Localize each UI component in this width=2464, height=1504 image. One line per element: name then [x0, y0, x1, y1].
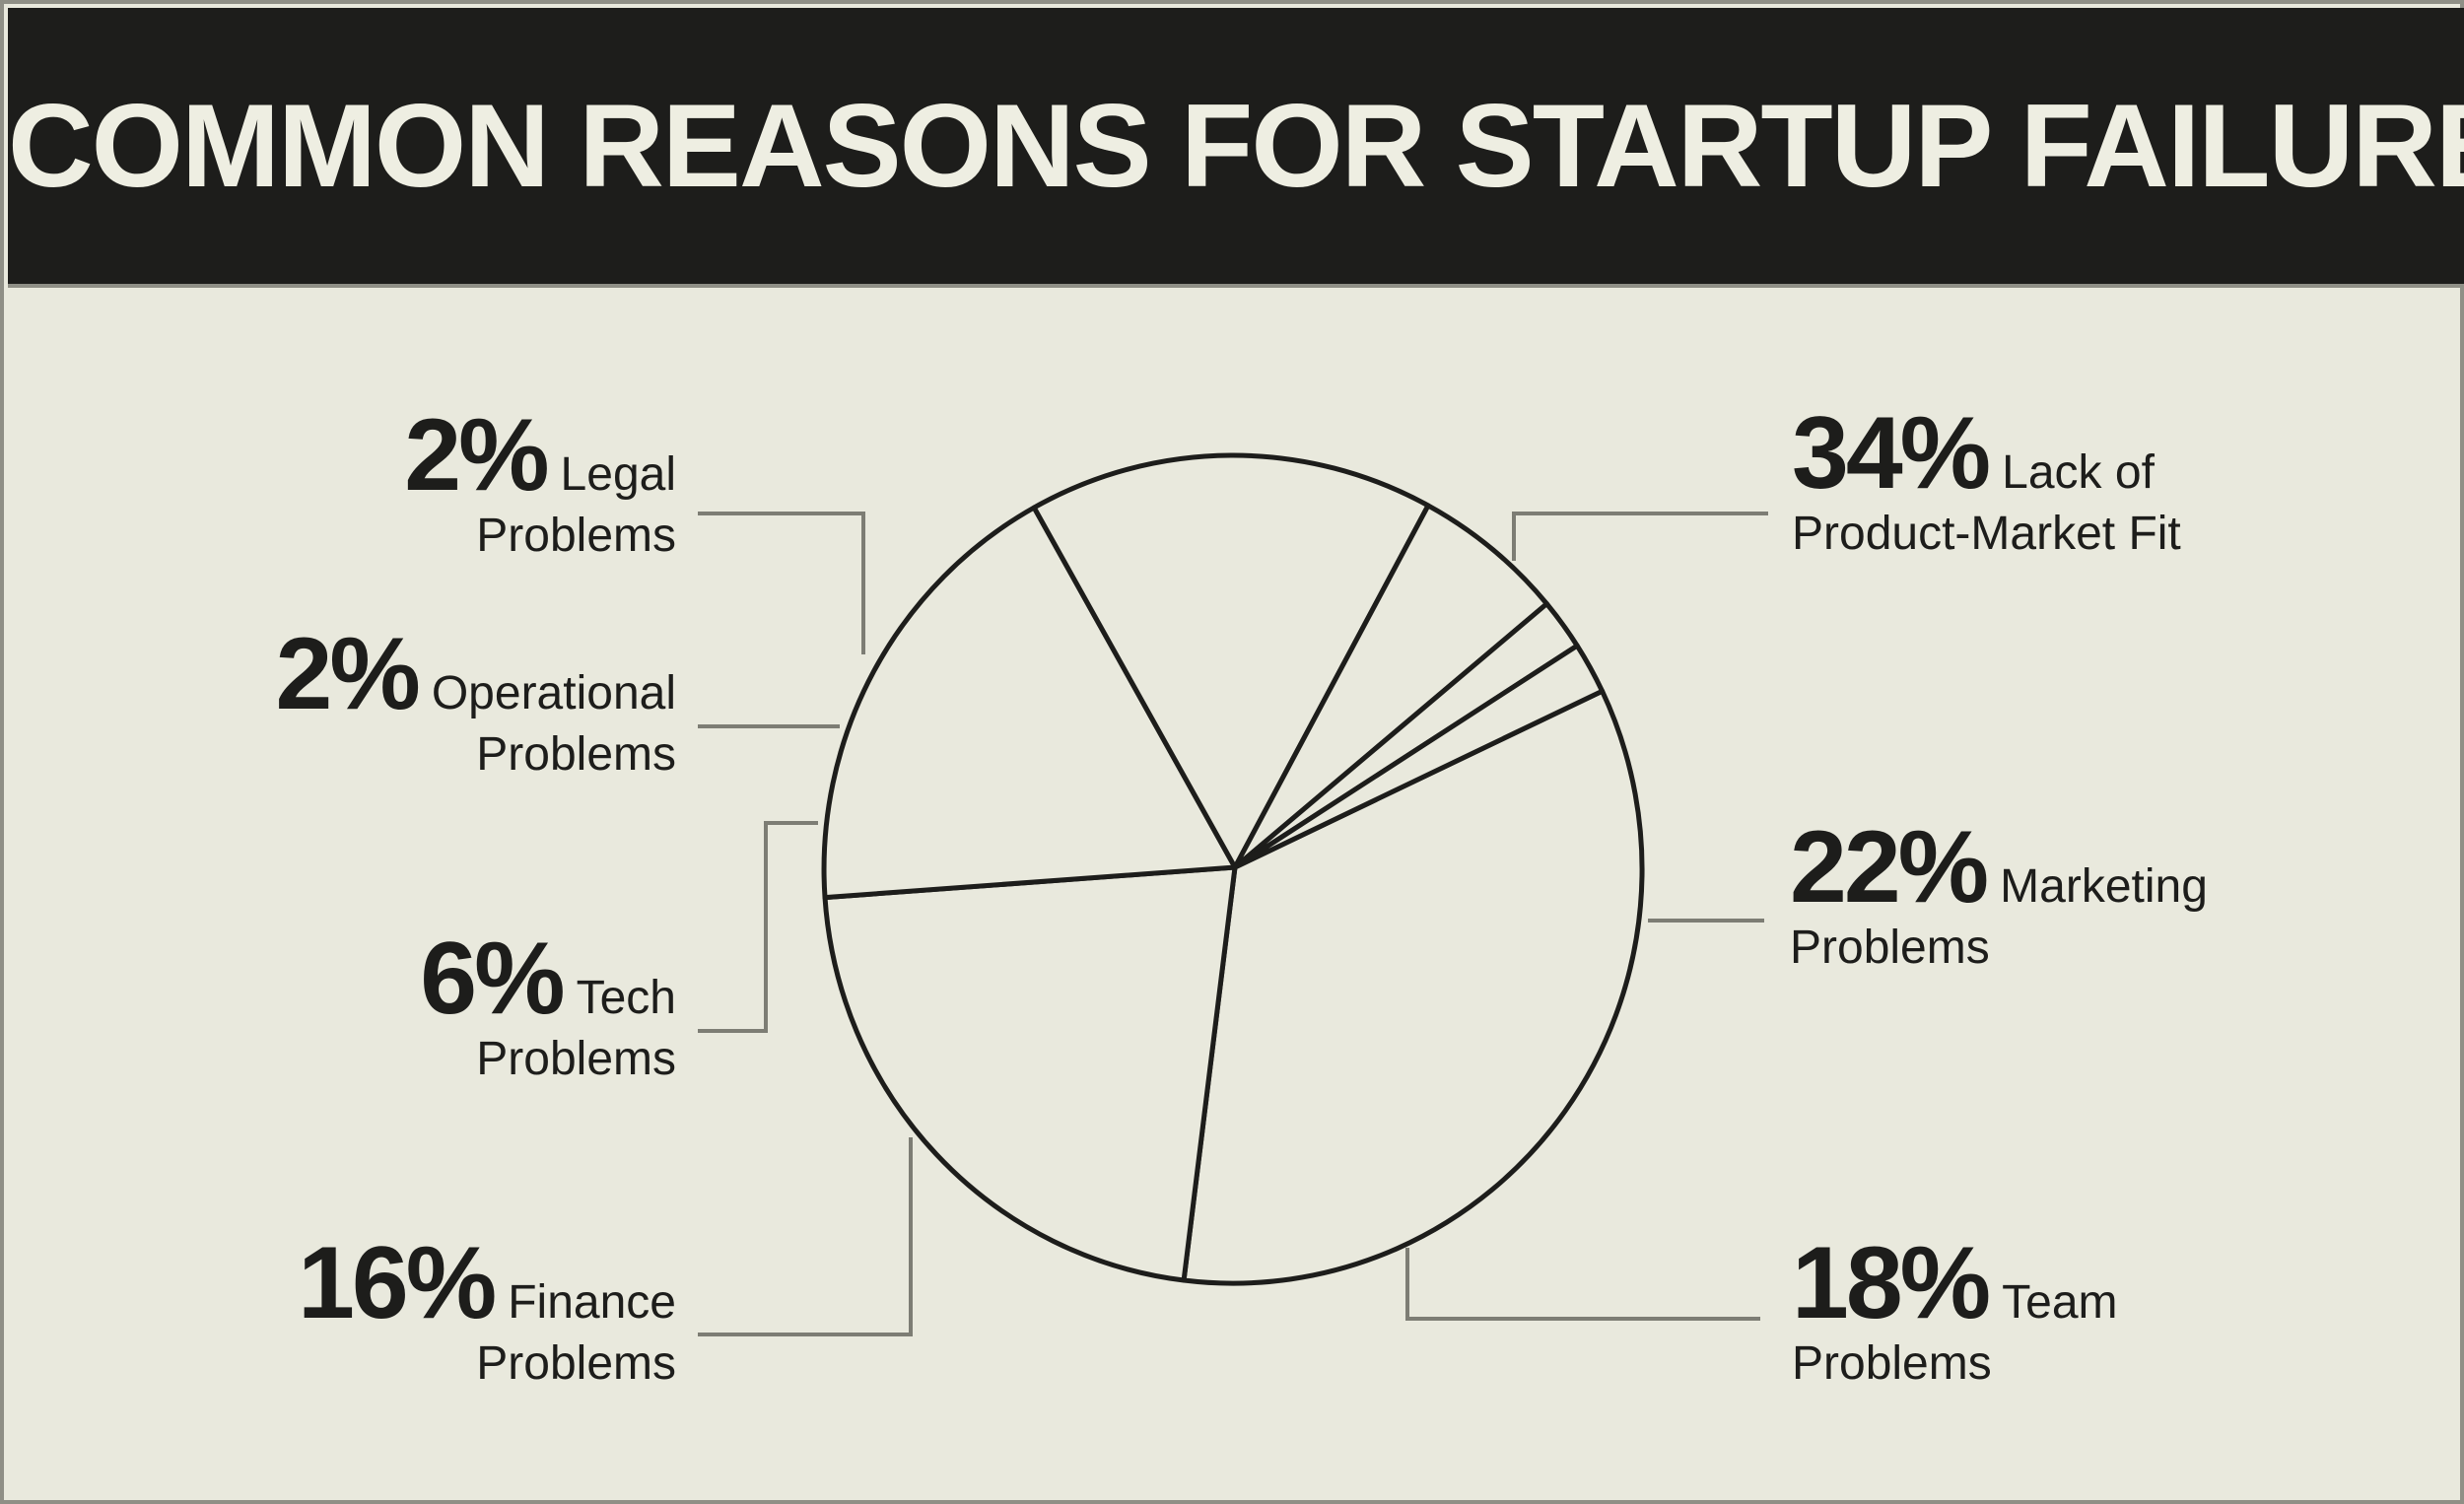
leader-lines: [698, 512, 1768, 1336]
slice-name-line1: Operational: [431, 667, 676, 719]
slice-label-2: 18% Team Problems: [1792, 1232, 2118, 1388]
slice-name-line2: Product-Market Fit: [1792, 508, 2181, 560]
chart-title: COMMON REASONS FOR STARTUP FAILURE: [8, 80, 2464, 212]
pie-slices: [821, 452, 1645, 1286]
slice-name-line1: Team: [2002, 1276, 2118, 1329]
leader-line-0: [1512, 512, 1768, 561]
slice-label-6: 2% Legal Problems: [404, 404, 676, 560]
pie-slice-4: [1232, 503, 1549, 870]
slice-name-line2: Problems: [1792, 1337, 1992, 1390]
slice-label-5: 2% Operational Problems: [276, 623, 676, 779]
slice-label-3: 16% Finance Problems: [298, 1232, 676, 1388]
slice-percentage: 34%: [1792, 396, 1991, 511]
slice-label-1: 22% Marketing Problems: [1790, 816, 2208, 972]
slice-percentage: 2%: [404, 398, 549, 513]
slice-name-line1: Legal: [560, 448, 676, 501]
slice-percentage: 16%: [298, 1226, 497, 1340]
slice-name-line1: Marketing: [2000, 860, 2208, 913]
slice-percentage: 22%: [1790, 810, 1989, 924]
title-bar: COMMON REASONS FOR STARTUP FAILURE: [8, 8, 2464, 288]
slice-percentage: 2%: [275, 617, 421, 731]
slice-percentage: 6%: [420, 922, 565, 1036]
pie-slice-1: [822, 864, 1238, 1283]
slice-name-line2: Problems: [476, 728, 676, 781]
leader-line-3: [698, 1137, 913, 1336]
slice-name-line2: Problems: [476, 510, 676, 562]
leader-line-2: [1405, 1248, 1760, 1321]
slice-name-line1: Tech: [576, 972, 676, 1024]
slice-name-line1: Lack of: [2002, 446, 2155, 499]
leader-line-6: [698, 512, 865, 654]
pie-slice-6: [1232, 643, 1606, 870]
slice-name-line2: Problems: [476, 1337, 676, 1390]
slice-name-line1: Finance: [508, 1276, 676, 1329]
pie-chart: [698, 452, 1768, 1336]
pie-slice-2: [821, 505, 1238, 901]
slice-name-line2: Problems: [1790, 922, 1990, 974]
slice-label-0: 34% Lack of Product-Market Fit: [1792, 402, 2181, 558]
leader-line-4: [698, 821, 818, 1033]
slice-name-line2: Problems: [476, 1033, 676, 1085]
slice-label-4: 6% Tech Problems: [420, 927, 676, 1083]
slice-percentage: 18%: [1792, 1226, 1991, 1340]
pie-slice-3: [1031, 452, 1431, 870]
